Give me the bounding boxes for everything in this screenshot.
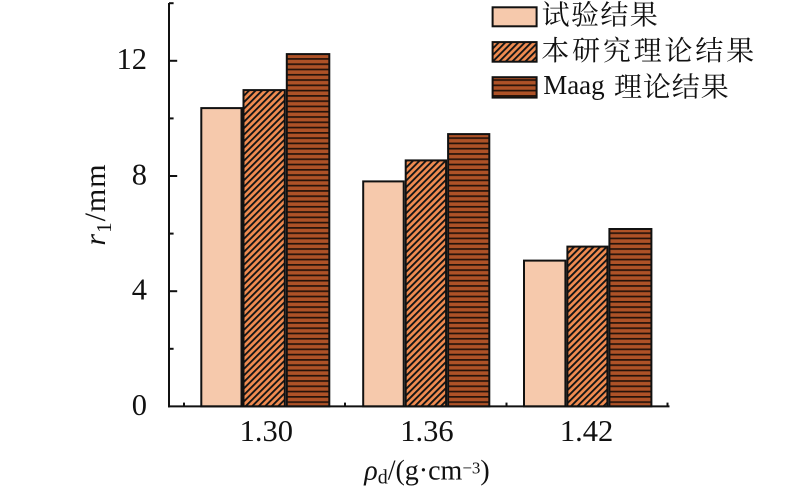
- svg-text:r1/mm: r1/mm: [79, 163, 116, 245]
- svg-text:1.42: 1.42: [560, 414, 613, 448]
- svg-text:1.30: 1.30: [240, 414, 293, 448]
- svg-text:Maag: Maag: [543, 70, 604, 100]
- svg-text:4: 4: [132, 273, 147, 307]
- svg-text:12: 12: [117, 42, 148, 76]
- svg-text:8: 8: [132, 157, 147, 191]
- svg-text:0: 0: [132, 388, 147, 422]
- svg-text:ρd/(g·cm−3): ρd/(g·cm−3): [363, 456, 490, 489]
- svg-text:1.36: 1.36: [400, 414, 453, 448]
